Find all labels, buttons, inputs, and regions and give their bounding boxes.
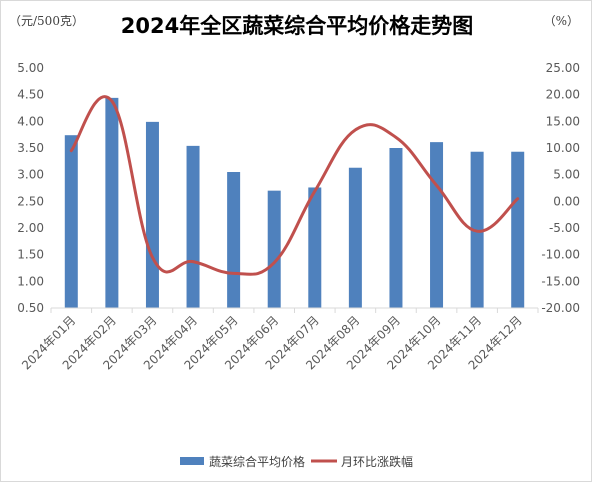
right-tick-label: 0.00	[553, 194, 580, 208]
left-tick-label: 3.00	[17, 168, 44, 182]
left-tick-label: 0.50	[17, 301, 44, 315]
right-tick-label: 25.00	[546, 61, 580, 75]
right-unit-label: （%）	[544, 14, 579, 28]
bar	[145, 121, 159, 308]
bar	[308, 187, 322, 308]
legend: 蔬菜综合平均价格 月环比涨跌幅	[180, 454, 413, 469]
left-tick-label: 1.50	[17, 248, 44, 262]
left-tick-label: 4.00	[17, 114, 44, 128]
line-point	[313, 190, 316, 193]
bar-series	[64, 97, 525, 308]
line-point	[435, 184, 438, 187]
left-tick-label: 1.00	[17, 274, 44, 288]
left-tick-label: 4.50	[17, 88, 44, 102]
left-axis-ticks: 0.50 1.00 1.50 2.00 2.50 3.00 3.50 4.00 4.50 5.00	[17, 61, 44, 315]
right-tick-label: 10.00	[546, 141, 580, 155]
legend-swatch-bar	[180, 457, 204, 465]
right-tick-label: -10.00	[541, 248, 580, 262]
line-point	[516, 197, 519, 200]
bar	[267, 190, 281, 308]
right-tick-label: 15.00	[546, 114, 580, 128]
right-axis-ticks: -20.00 -15.00 -10.00 -5.00 0.00 5.00 10.00 15.0…	[541, 61, 580, 315]
line-point	[70, 149, 73, 152]
chart-title: 2024年全区蔬菜综合平均价格走势图	[121, 14, 473, 38]
x-axis-ticks	[50, 308, 539, 313]
line-point	[192, 260, 195, 263]
left-tick-label: 2.00	[17, 221, 44, 235]
bar	[105, 97, 119, 308]
legend-label-line: 月环比涨跌幅	[341, 454, 413, 469]
line-point	[110, 100, 113, 103]
right-tick-label: 20.00	[546, 88, 580, 102]
left-tick-label: 3.50	[17, 141, 44, 155]
line-point	[273, 261, 276, 264]
bar	[430, 142, 444, 308]
bar	[511, 151, 525, 308]
left-tick-label: 5.00	[17, 61, 44, 75]
bar	[186, 145, 200, 308]
bar	[389, 148, 403, 308]
line-series-points	[70, 100, 519, 275]
left-unit-label: （元/500克）	[9, 14, 84, 28]
legend-label-bar: 蔬菜综合平均价格	[209, 454, 305, 469]
line-series-path	[69, 95, 520, 276]
right-tick-label: -5.00	[549, 221, 580, 235]
x-axis-labels: 2024年01月2024年02月2024年03月2024年04月2024年05月…	[19, 313, 525, 372]
line-point	[151, 256, 154, 259]
right-tick-label: -20.00	[541, 301, 580, 315]
bar	[227, 172, 241, 308]
line-point	[394, 136, 397, 139]
right-tick-label: 5.00	[553, 168, 580, 182]
right-tick-label: -15.00	[541, 274, 580, 288]
bar	[64, 135, 78, 308]
left-tick-label: 2.50	[17, 194, 44, 208]
line-point	[232, 272, 235, 275]
line-point	[476, 230, 479, 233]
bar	[348, 167, 362, 308]
line-point	[354, 128, 357, 131]
